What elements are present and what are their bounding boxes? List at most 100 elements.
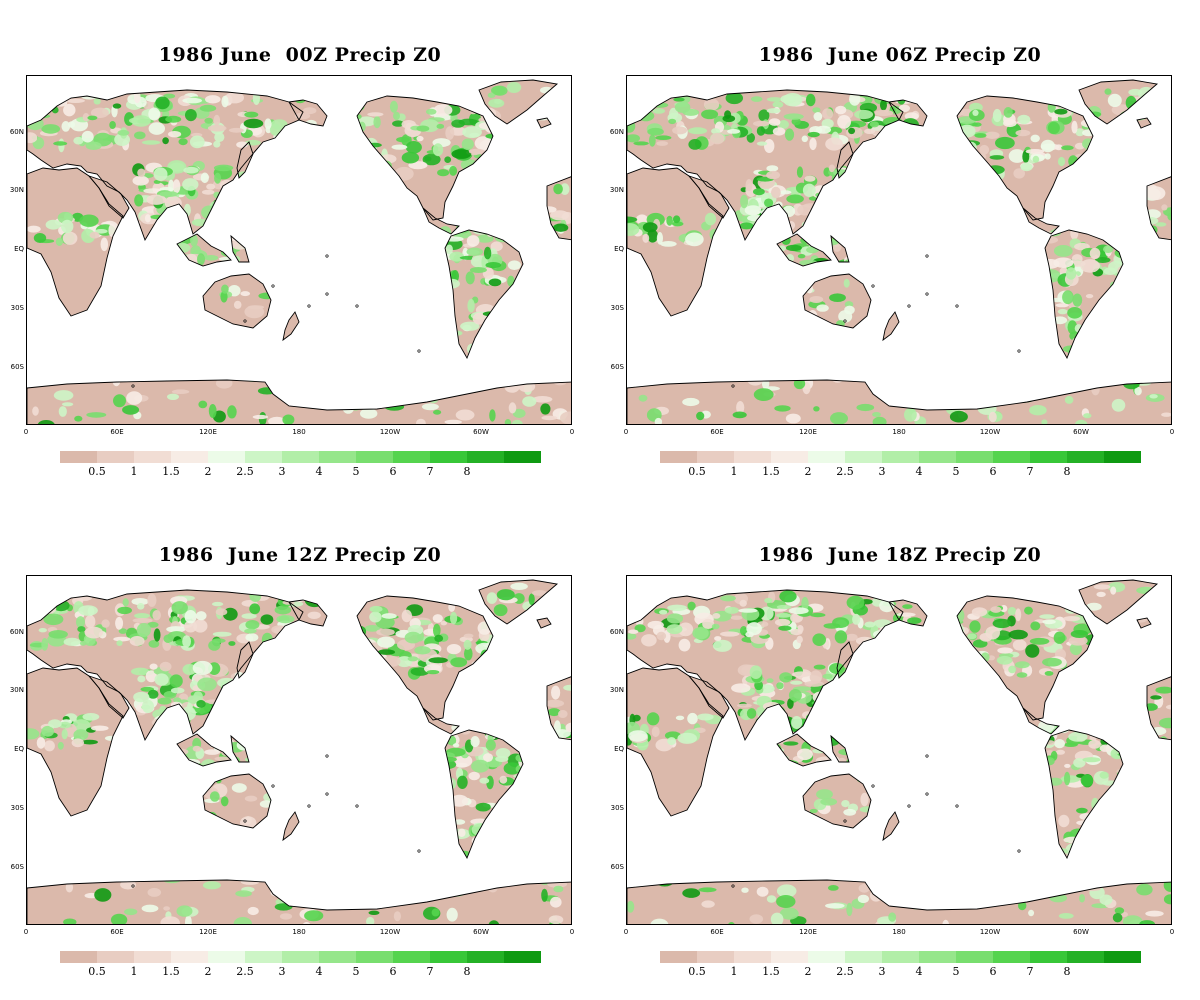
colorbar-swatch xyxy=(660,951,697,963)
map-frame xyxy=(26,575,572,925)
map-frame xyxy=(626,575,1172,925)
lon-tick-label: 180 xyxy=(292,928,306,936)
lon-tick-label: 120W xyxy=(979,928,1001,936)
lat-tick-label: 60S xyxy=(10,363,24,371)
colorbar-swatch xyxy=(956,451,993,463)
colorbar-label: 6 xyxy=(389,965,397,978)
colorbar-label: 1 xyxy=(130,965,138,978)
colorbar-label: 1 xyxy=(730,465,738,478)
lat-tick-label: EQ xyxy=(614,245,624,253)
colorbar-swatch xyxy=(97,951,134,963)
colorbar-swatch xyxy=(993,451,1030,463)
world-map xyxy=(627,579,1171,924)
lon-tick-label: 120E xyxy=(799,428,817,436)
colorbar-label: 2.5 xyxy=(236,965,254,978)
lon-tick-label: 120W xyxy=(379,928,401,936)
colorbar-swatch xyxy=(697,451,734,463)
colorbar xyxy=(60,951,541,963)
lon-tick-label: 120E xyxy=(799,928,817,936)
lon-tick-label: 60E xyxy=(110,428,124,436)
lat-tick-label: EQ xyxy=(14,245,24,253)
colorbar-label: 7 xyxy=(426,465,434,478)
colorbar-label: 1 xyxy=(730,965,738,978)
colorbar-label: 0.5 xyxy=(688,465,706,478)
colorbar-swatch xyxy=(430,951,467,963)
lon-tick-label: 120E xyxy=(199,928,217,936)
colorbar-label: 6 xyxy=(989,465,997,478)
panel-title: 1986 June 12Z Precip Z0 xyxy=(158,544,442,566)
colorbar-label: 5 xyxy=(352,465,360,478)
colorbar-label: 2 xyxy=(204,465,212,478)
colorbar-swatch xyxy=(467,951,504,963)
colorbar-label: 2.5 xyxy=(836,465,854,478)
colorbar-label: 2.5 xyxy=(236,465,254,478)
lat-tick-label: 60S xyxy=(610,363,624,371)
lon-tick-label: 120W xyxy=(979,428,1001,436)
colorbar-swatch xyxy=(697,951,734,963)
landmass-iceland xyxy=(1137,118,1151,128)
lon-tick-label: 0 xyxy=(569,928,575,936)
colorbar-swatch xyxy=(734,451,771,463)
colorbar-label: 3 xyxy=(278,465,286,478)
colorbar-swatch xyxy=(504,451,541,463)
map-panel: 1986 June 12Z Precip Z0 60N 30N EQ 30S 60S 0 60… xyxy=(0,500,600,1000)
colorbar-label: 8 xyxy=(463,965,471,978)
colorbar-swatch xyxy=(845,951,882,963)
landmass-arabia xyxy=(689,676,729,718)
lat-tick-label: 30N xyxy=(9,186,24,194)
colorbar-swatch xyxy=(956,951,993,963)
landmass-new-zealand xyxy=(883,812,899,840)
colorbar-label: 2 xyxy=(204,965,212,978)
lon-tick-label: 60E xyxy=(710,928,724,936)
colorbar-swatch xyxy=(1104,951,1141,963)
colorbar-swatch xyxy=(1030,451,1067,463)
colorbar-label: 4 xyxy=(915,465,923,478)
landmass-eurasia xyxy=(27,90,303,240)
colorbar-label: 3 xyxy=(878,465,886,478)
colorbar-swatch xyxy=(808,451,845,463)
colorbar-swatch xyxy=(808,951,845,963)
colorbar-swatch xyxy=(734,951,771,963)
colorbar-swatch xyxy=(1067,951,1104,963)
colorbar-label: 8 xyxy=(463,465,471,478)
colorbar-swatch xyxy=(919,451,956,463)
lon-tick-label: 180 xyxy=(292,428,306,436)
lat-tick-label: 60N xyxy=(9,128,24,136)
colorbar-swatch xyxy=(60,451,97,463)
colorbar-label: 2 xyxy=(804,965,812,978)
colorbar-label: 4 xyxy=(915,965,923,978)
colorbar-label: 0.5 xyxy=(88,465,106,478)
colorbar-swatch xyxy=(771,451,808,463)
lat-tick-label: EQ xyxy=(14,745,24,753)
panel-title: 1986 June 00Z Precip Z0 xyxy=(158,44,442,66)
lat-tick-label: 60N xyxy=(609,628,624,636)
colorbar-swatch xyxy=(393,951,430,963)
colorbar-label: 3 xyxy=(878,965,886,978)
colorbar-label: 1.5 xyxy=(162,465,180,478)
lat-tick-label: 30S xyxy=(610,304,624,312)
world-map xyxy=(27,579,571,924)
colorbar-swatch xyxy=(504,951,541,963)
map-panel: 1986 June 06Z Precip Z0 60N 30N EQ 30S 60S 0 60… xyxy=(600,0,1200,500)
colorbar-swatch xyxy=(882,451,919,463)
colorbar-swatch xyxy=(1030,951,1067,963)
colorbar-swatch xyxy=(1104,451,1141,463)
landmass-arabia xyxy=(89,176,129,218)
panel-title: 1986 June 18Z Precip Z0 xyxy=(758,544,1042,566)
landmass-antarctica xyxy=(27,880,571,924)
lon-tick-label: 0 xyxy=(23,928,29,936)
colorbar-label: 6 xyxy=(389,465,397,478)
colorbar-swatch xyxy=(771,951,808,963)
lat-tick-label: 30N xyxy=(9,686,24,694)
lat-tick-label: 60N xyxy=(9,628,24,636)
colorbar-label: 7 xyxy=(1026,465,1034,478)
lon-tick-label: 0 xyxy=(1169,428,1175,436)
landmass-iceland xyxy=(537,618,551,628)
panel-title: 1986 June 06Z Precip Z0 xyxy=(758,44,1042,66)
lon-tick-label: 120E xyxy=(199,428,217,436)
landmass-new-zealand xyxy=(283,312,299,340)
lat-tick-label: 60S xyxy=(610,863,624,871)
map-frame xyxy=(26,75,572,425)
lat-tick-label: 30N xyxy=(609,686,624,694)
lon-tick-label: 0 xyxy=(623,928,629,936)
